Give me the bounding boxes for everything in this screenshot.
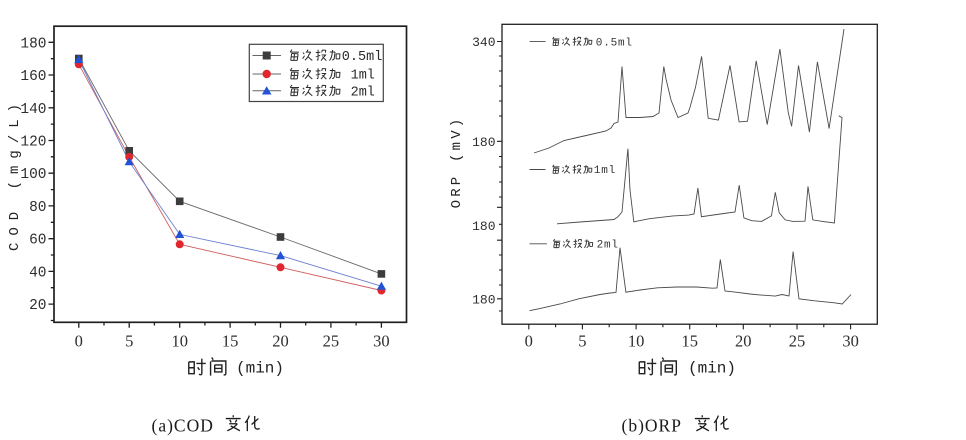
svg-text:25: 25 — [789, 332, 806, 351]
svg-text:1ml: 1ml — [594, 165, 616, 177]
svg-text:(b)ORP: (b)ORP — [622, 416, 682, 436]
svg-text:20: 20 — [735, 332, 752, 351]
svg-text:15: 15 — [222, 332, 239, 351]
svg-text:0: 0 — [525, 332, 533, 351]
svg-text:60: 60 — [29, 233, 46, 249]
svg-text:ORP (mV): ORP (mV) — [449, 116, 465, 209]
svg-text:180: 180 — [472, 292, 495, 307]
svg-text:20: 20 — [272, 332, 289, 351]
svg-text:80: 80 — [29, 200, 46, 216]
svg-text:100: 100 — [20, 167, 46, 183]
svg-text:140: 140 — [20, 102, 46, 118]
svg-text:(a)COD: (a)COD — [152, 416, 214, 436]
svg-text:0.5ml: 0.5ml — [342, 50, 383, 65]
svg-text:160: 160 — [20, 69, 46, 85]
svg-text:0.5ml: 0.5ml — [596, 37, 633, 49]
svg-text:180: 180 — [472, 219, 495, 234]
svg-text:2ml: 2ml — [351, 85, 375, 100]
svg-text:40: 40 — [29, 265, 46, 281]
svg-text:10: 10 — [171, 332, 188, 351]
svg-text:25: 25 — [323, 332, 340, 351]
svg-text:1ml: 1ml — [351, 69, 375, 84]
svg-text:COD (mg/L): COD (mg/L) — [7, 97, 23, 251]
svg-text:(min): (min) — [236, 360, 284, 378]
svg-text:2ml: 2ml — [597, 240, 619, 252]
svg-text:340: 340 — [472, 35, 495, 50]
svg-text:10: 10 — [628, 332, 645, 351]
svg-text:(min): (min) — [688, 360, 736, 378]
svg-text:180: 180 — [20, 36, 46, 52]
svg-text:180: 180 — [472, 135, 495, 150]
svg-text:20: 20 — [29, 298, 46, 314]
svg-text:5: 5 — [125, 332, 133, 351]
svg-text:0: 0 — [75, 332, 83, 351]
svg-text:15: 15 — [681, 332, 698, 351]
svg-text:30: 30 — [842, 332, 859, 351]
svg-text:120: 120 — [20, 135, 46, 151]
svg-text:5: 5 — [578, 332, 586, 351]
svg-text:30: 30 — [373, 332, 390, 351]
